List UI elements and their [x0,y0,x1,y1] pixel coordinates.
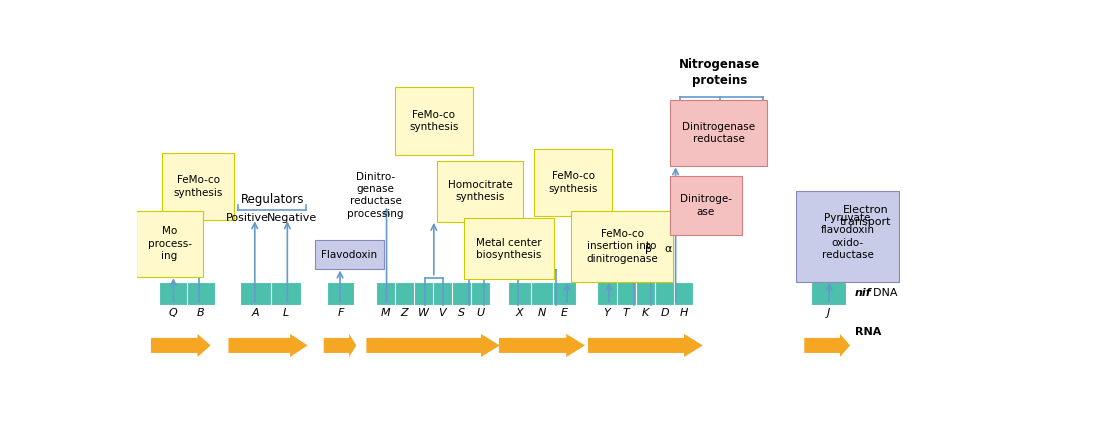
Text: Nitrogenase
proteins: Nitrogenase proteins [680,58,761,87]
Polygon shape [228,334,308,357]
Polygon shape [366,334,500,357]
Polygon shape [499,334,585,357]
Text: Negative: Negative [266,213,317,224]
Text: E: E [561,308,568,318]
Text: FeMo-co
synthesis: FeMo-co synthesis [409,110,458,132]
Text: Dinitroge-
ase: Dinitroge- ase [680,195,732,217]
FancyBboxPatch shape [534,149,613,216]
Text: B: B [197,308,204,318]
Polygon shape [589,334,703,357]
Text: W: W [418,308,429,318]
Text: Homocitrate
synthesis: Homocitrate synthesis [447,180,512,202]
FancyBboxPatch shape [376,282,490,305]
Text: FeMo-co
insertion into
dinitrogenase: FeMo-co insertion into dinitrogenase [586,229,658,264]
FancyBboxPatch shape [395,88,473,155]
Text: U: U [476,308,484,318]
Text: A: A [252,308,259,318]
Text: Y: Y [604,308,610,318]
Text: Dinitro-
genase
reductase
processing: Dinitro- genase reductase processing [347,172,404,219]
Text: M: M [380,308,390,318]
Text: H: H [680,308,688,318]
FancyBboxPatch shape [162,153,235,220]
Text: Pyruvate
flavodoxin
oxido-
reductase: Pyruvate flavodoxin oxido- reductase [821,213,875,260]
Text: β: β [646,244,652,254]
Polygon shape [804,334,850,357]
Text: Electron
transport: Electron transport [840,205,891,227]
Text: Mo
process-
ing: Mo process- ing [148,226,192,261]
Text: J: J [827,308,831,318]
Text: F: F [338,308,344,318]
FancyBboxPatch shape [597,282,694,305]
Text: DNA: DNA [866,288,897,298]
Text: FeMo-co
synthesis: FeMo-co synthesis [549,171,598,194]
FancyBboxPatch shape [159,282,215,305]
Text: V: V [438,308,446,318]
Text: Q: Q [169,308,178,318]
Text: RNA: RNA [855,327,881,336]
Text: Flavodoxin: Flavodoxin [321,250,377,260]
Text: S: S [458,308,465,318]
FancyBboxPatch shape [240,282,301,305]
FancyBboxPatch shape [811,282,846,305]
Text: Metal center
biosynthesis: Metal center biosynthesis [476,237,541,260]
Text: Dinitrogenase
reductase: Dinitrogenase reductase [682,122,755,144]
Text: FeMo-co
synthesis: FeMo-co synthesis [173,175,222,197]
Text: X: X [515,308,523,318]
FancyBboxPatch shape [571,210,673,282]
Text: Positive: Positive [227,213,270,224]
FancyBboxPatch shape [136,210,203,277]
FancyBboxPatch shape [436,160,523,221]
FancyBboxPatch shape [670,100,767,166]
Text: D: D [660,308,669,318]
Text: α: α [664,244,672,254]
FancyBboxPatch shape [327,282,354,305]
Text: T: T [623,308,629,318]
FancyBboxPatch shape [465,218,553,279]
Text: Z: Z [400,308,408,318]
Polygon shape [323,334,356,357]
FancyBboxPatch shape [315,240,384,269]
Text: L: L [283,308,289,318]
Text: N: N [538,308,546,318]
Polygon shape [151,334,210,357]
FancyBboxPatch shape [796,192,899,282]
Text: nif: nif [855,288,871,298]
FancyBboxPatch shape [670,176,742,235]
Text: Regulators: Regulators [241,193,305,205]
Text: K: K [642,308,649,318]
FancyBboxPatch shape [509,282,575,305]
